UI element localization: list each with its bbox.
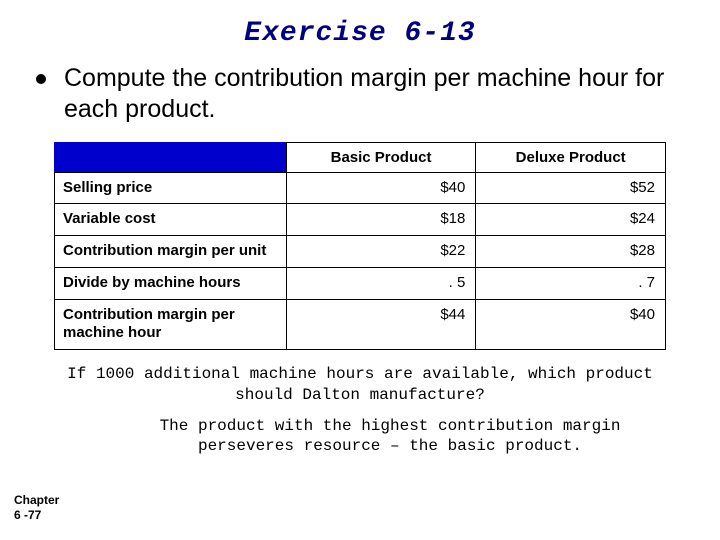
cell-value: . 7 bbox=[476, 267, 666, 299]
row-label: Contribution margin per machine hour bbox=[55, 299, 287, 350]
cell-value: $22 bbox=[286, 236, 476, 268]
bullet-text: Compute the contribution margin per mach… bbox=[64, 63, 686, 126]
table-header-row: Basic Product Deluxe Product bbox=[55, 142, 666, 172]
footer-page: 6 -77 bbox=[14, 508, 59, 522]
cell-value: $24 bbox=[476, 204, 666, 236]
table-row: Contribution margin per unit $22 $28 bbox=[55, 236, 666, 268]
row-label: Variable cost bbox=[55, 204, 287, 236]
contribution-table: Basic Product Deluxe Product Selling pri… bbox=[54, 142, 666, 351]
cell-value: $40 bbox=[286, 172, 476, 204]
slide-footer: Chapter 6 -77 bbox=[14, 493, 59, 522]
row-label: Selling price bbox=[55, 172, 287, 204]
table-row: Contribution margin per machine hour $44… bbox=[55, 299, 666, 350]
cell-value: $44 bbox=[286, 299, 476, 350]
answer-text: The product with the highest contributio… bbox=[0, 412, 720, 458]
cell-value: $28 bbox=[476, 236, 666, 268]
column-header-basic: Basic Product bbox=[286, 142, 476, 172]
row-label: Divide by machine hours bbox=[55, 267, 287, 299]
bullet-icon bbox=[36, 74, 46, 84]
slide-title: Exercise 6-13 bbox=[0, 0, 720, 63]
question-text: If 1000 additional machine hours are ava… bbox=[0, 350, 720, 412]
column-header-deluxe: Deluxe Product bbox=[476, 142, 666, 172]
cell-value: $18 bbox=[286, 204, 476, 236]
table-corner-cell bbox=[55, 142, 287, 172]
cell-value: $40 bbox=[476, 299, 666, 350]
table-container: Basic Product Deluxe Product Selling pri… bbox=[0, 142, 720, 351]
cell-value: $52 bbox=[476, 172, 666, 204]
table-row: Variable cost $18 $24 bbox=[55, 204, 666, 236]
table-row: Divide by machine hours . 5 . 7 bbox=[55, 267, 666, 299]
cell-value: . 5 bbox=[286, 267, 476, 299]
table-row: Selling price $40 $52 bbox=[55, 172, 666, 204]
row-label: Contribution margin per unit bbox=[55, 236, 287, 268]
bullet-item: Compute the contribution margin per mach… bbox=[0, 63, 720, 126]
footer-chapter: Chapter bbox=[14, 493, 59, 507]
